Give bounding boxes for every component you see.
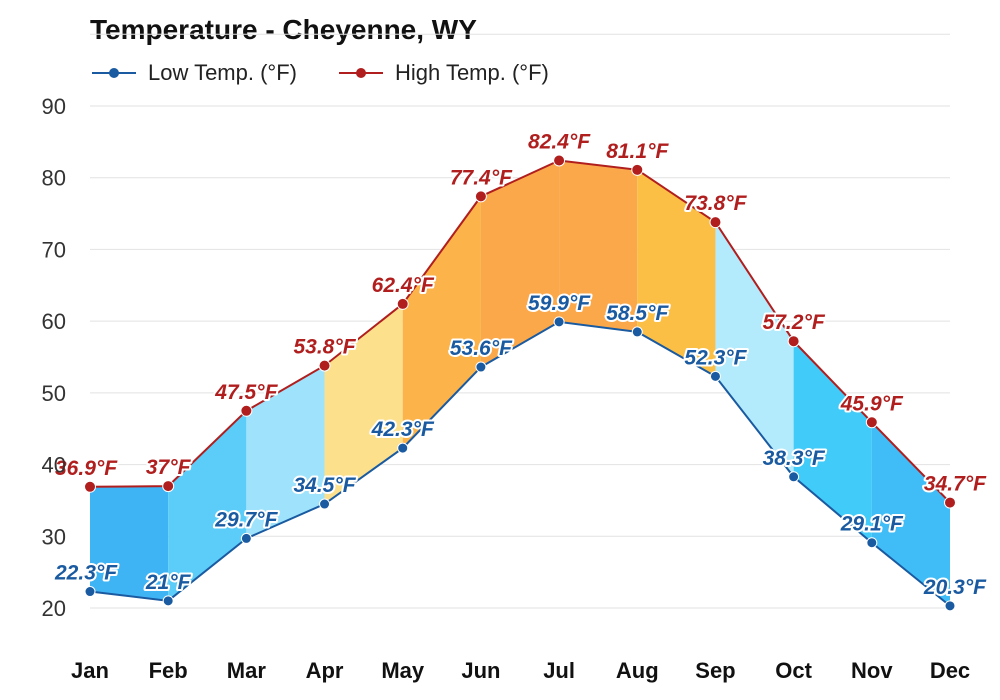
range-band-nov xyxy=(871,422,950,606)
high-label-apr: 53.8°F xyxy=(293,336,356,359)
low-label-sep: 52.3°F xyxy=(684,346,747,369)
low-point-sep[interactable] xyxy=(709,370,721,382)
x-tick-label-jun: Jun xyxy=(461,658,500,683)
y-tick-label: 70 xyxy=(42,237,66,262)
y-tick-label: 40 xyxy=(42,453,66,478)
range-band-mar xyxy=(246,365,325,539)
x-tick-label-dec: Dec xyxy=(930,658,970,683)
data-points xyxy=(84,154,956,612)
x-tick-label-apr: Apr xyxy=(306,658,344,683)
range-band-aug xyxy=(637,169,716,377)
low-point-feb[interactable] xyxy=(162,595,174,607)
high-label-jun: 77.4°F xyxy=(450,166,513,189)
x-tick-label-mar: Mar xyxy=(227,658,267,683)
legend-item-high[interactable]: High Temp. (°F) xyxy=(337,60,549,86)
range-band-sep xyxy=(715,222,794,477)
high-point-aug[interactable] xyxy=(631,163,644,176)
y-tick-label: 80 xyxy=(42,166,66,191)
high-point-feb[interactable] xyxy=(162,480,175,493)
chart-title: Temperature - Cheyenne, WY xyxy=(90,14,477,45)
low-label-nov: 29.1°F xyxy=(840,513,904,536)
high-point-sep[interactable] xyxy=(709,216,722,229)
x-tick-label-jan: Jan xyxy=(71,658,109,683)
legend-label-high: High Temp. (°F) xyxy=(394,60,549,85)
low-point-may[interactable] xyxy=(397,442,409,454)
low-temp-line xyxy=(89,320,951,607)
high-label-mar: 47.5°F xyxy=(214,381,278,404)
high-label-oct: 57.2°F xyxy=(763,311,826,334)
series-lines xyxy=(89,159,951,607)
high-label-nov: 45.9°F xyxy=(840,392,904,415)
range-band-jul xyxy=(559,160,638,332)
high-point-jan[interactable] xyxy=(84,480,96,493)
x-tick-label-sep: Sep xyxy=(695,658,735,683)
low-label-apr: 34.5°F xyxy=(293,474,356,497)
low-point-jul[interactable] xyxy=(553,316,565,328)
low-point-oct[interactable] xyxy=(788,471,800,483)
low-point-nov[interactable] xyxy=(866,537,878,549)
high-point-dec[interactable] xyxy=(944,496,956,509)
legend-label-low: Low Temp. (°F) xyxy=(148,60,297,85)
high-point-apr[interactable] xyxy=(318,359,331,372)
low-label-feb: 21°F xyxy=(145,571,192,594)
high-point-nov[interactable] xyxy=(865,416,878,429)
low-label-jul: 59.9°F xyxy=(528,292,591,315)
low-point-jun[interactable] xyxy=(475,361,487,373)
high-label-may: 62.4°F xyxy=(372,274,435,297)
range-band-apr xyxy=(324,303,403,505)
x-tick-label-aug: Aug xyxy=(616,658,659,683)
low-point-aug[interactable] xyxy=(631,326,643,338)
legend-item-low[interactable]: Low Temp. (°F) xyxy=(90,60,297,86)
x-tick-label-may: May xyxy=(381,658,425,683)
x-tick-label-nov: Nov xyxy=(851,658,893,683)
range-band-jun xyxy=(480,160,560,368)
high-label-aug: 81.1°F xyxy=(606,140,669,163)
low-label-mar: 29.7°F xyxy=(214,508,278,531)
legend-marker-high-icon xyxy=(338,68,383,78)
low-point-dec[interactable] xyxy=(944,600,956,612)
low-label-dec: 20.3°F xyxy=(923,576,987,599)
y-tick-label: 60 xyxy=(42,309,66,334)
y-tick-label: 90 xyxy=(42,94,66,119)
y-tick-label: 30 xyxy=(42,524,66,549)
low-label-may: 42.3°F xyxy=(371,418,435,441)
low-label-jan: 22.3°F xyxy=(54,562,118,585)
legend-marker-low-icon xyxy=(92,68,136,78)
high-label-sep: 73.8°F xyxy=(684,192,747,215)
low-label-jun: 53.6°F xyxy=(450,337,513,360)
y-tick-label: 20 xyxy=(42,596,66,621)
high-label-jan: 36.9°F xyxy=(55,457,118,480)
y-axis: 20 30 40 50 60 70 80 90 xyxy=(42,94,66,621)
x-axis: Jan Feb Mar Apr May Jun Jul Aug Sep Oct Nov Dec xyxy=(71,658,970,683)
low-label-oct: 38.3°F xyxy=(763,447,826,470)
high-label-dec: 34.7°F xyxy=(924,473,987,496)
high-point-may[interactable] xyxy=(396,297,409,310)
low-point-jan[interactable] xyxy=(84,586,96,598)
high-label-feb: 37°F xyxy=(146,456,192,479)
x-tick-label-jul: Jul xyxy=(543,658,575,683)
high-point-jun[interactable] xyxy=(474,190,487,203)
high-label-jul: 82.4°F xyxy=(528,131,591,154)
high-point-mar[interactable] xyxy=(240,404,253,417)
legend: Low Temp. (°F) High Temp. (°F) xyxy=(90,60,589,86)
range-band-may xyxy=(402,196,481,449)
high-point-oct[interactable] xyxy=(787,335,800,348)
low-point-mar[interactable] xyxy=(240,532,252,544)
high-point-jul[interactable] xyxy=(553,154,566,167)
low-point-apr[interactable] xyxy=(319,498,331,510)
low-label-aug: 58.5°F xyxy=(606,302,669,325)
high-temp-line xyxy=(89,159,951,504)
x-tick-label-feb: Feb xyxy=(149,658,188,683)
x-tick-label-oct: Oct xyxy=(775,658,812,683)
range-band-jan xyxy=(90,486,169,601)
y-tick-label: 50 xyxy=(42,381,66,406)
data-labels: 22.3°F 21°F 29.7°F 34.5°F 42.3°F 53.6°F 59.9°F… xyxy=(52,129,989,601)
